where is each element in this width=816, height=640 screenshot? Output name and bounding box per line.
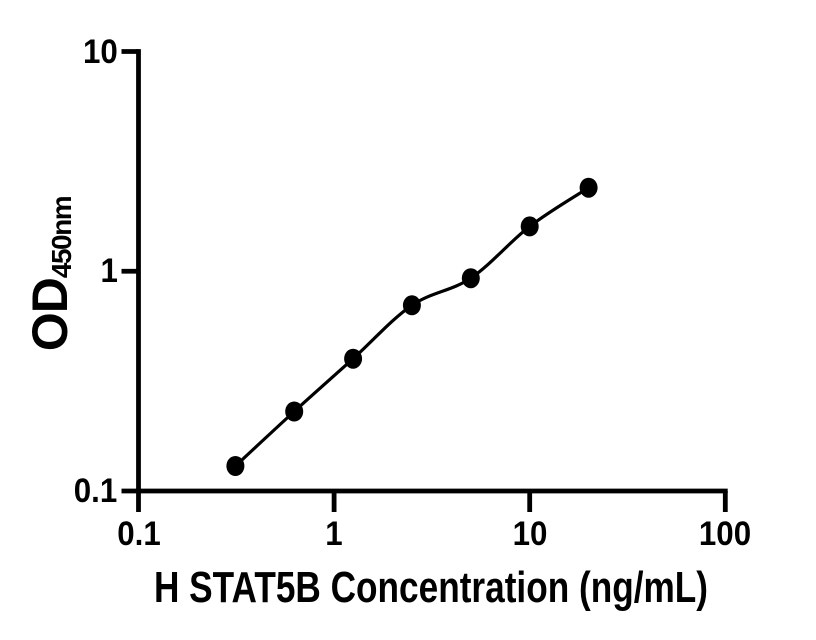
data-point-5	[520, 216, 539, 237]
data-point-3	[402, 295, 421, 316]
x-tick-label-10: 10	[512, 515, 548, 553]
y-tick-label-1: 1	[100, 252, 118, 291]
axes	[121, 49, 728, 512]
data-point-1	[285, 401, 304, 422]
data-point-6	[579, 177, 598, 198]
x-tick-label-1: 1	[325, 515, 343, 553]
x-tick-label-100: 100	[699, 515, 752, 553]
data-point-2	[344, 348, 363, 369]
y-tick-label-10: 10	[82, 32, 118, 71]
data-point-4	[461, 268, 480, 289]
x-tick-label-0.1: 0.1	[116, 515, 161, 553]
y-axis-title-subscript: 450nm	[46, 196, 77, 279]
y-tick-label-0.1: 0.1	[74, 472, 118, 510]
data-series	[226, 177, 598, 476]
x-axis-title: H STAT5B Concentration (ng/mL)	[153, 563, 709, 612]
data-point-0	[226, 456, 245, 476]
y-axis-title-text: OD	[22, 278, 78, 352]
y-axis-title: OD450nm	[21, 197, 79, 351]
